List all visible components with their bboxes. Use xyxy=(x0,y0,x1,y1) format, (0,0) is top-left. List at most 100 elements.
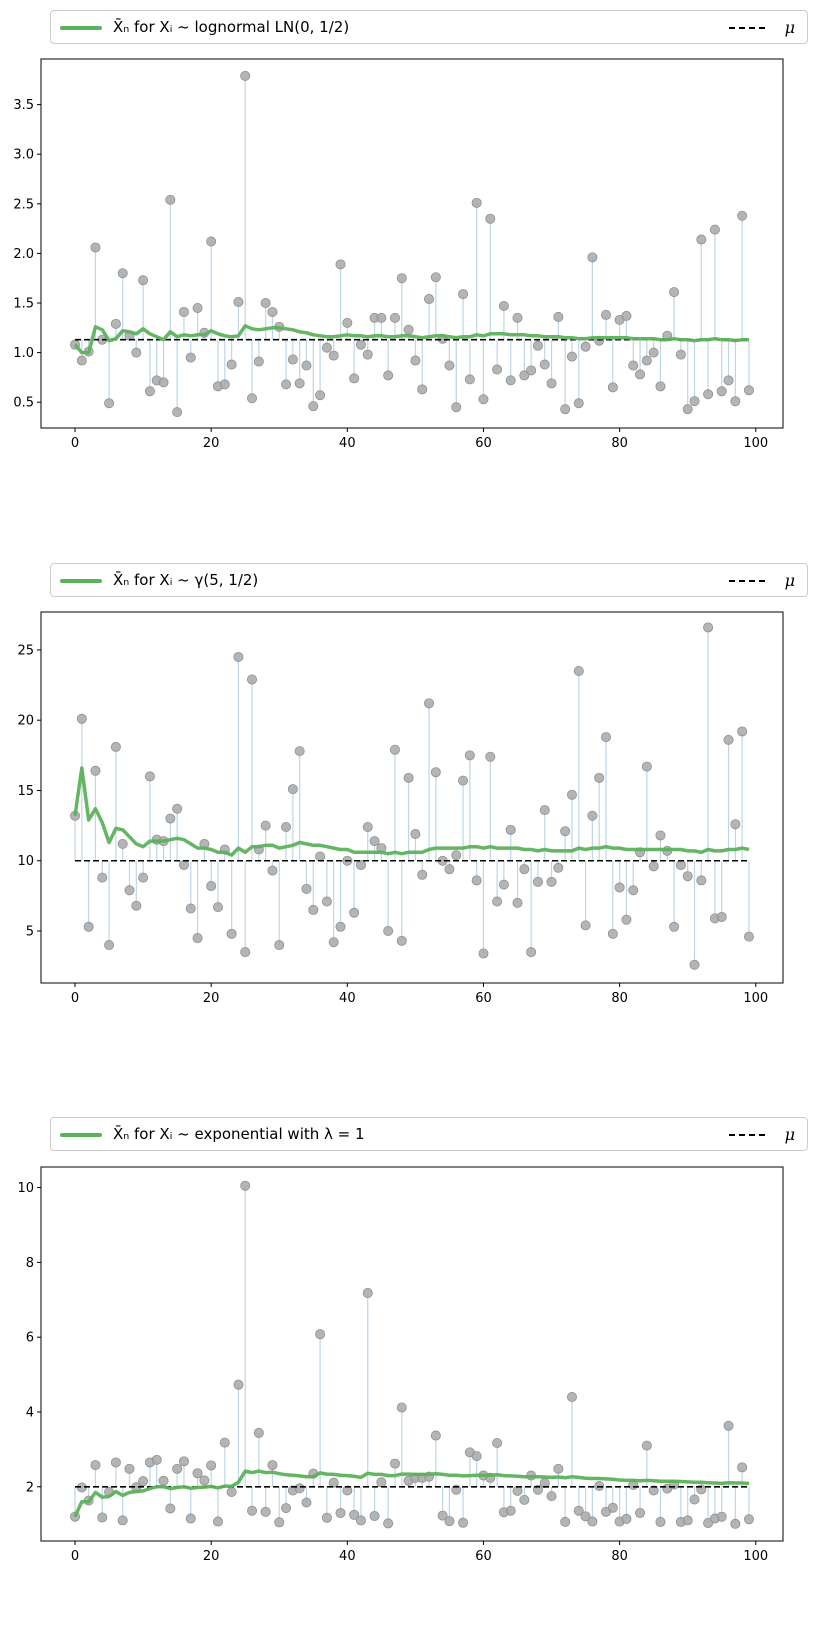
sample-point xyxy=(185,903,196,914)
sample-point xyxy=(178,859,189,870)
sample-point xyxy=(362,822,373,833)
sample-point xyxy=(519,370,530,381)
sample-point xyxy=(478,948,489,959)
sample-point xyxy=(328,1477,339,1488)
sample-point xyxy=(301,360,312,371)
sample-point xyxy=(553,862,564,873)
sample-point xyxy=(97,872,108,883)
sample-point xyxy=(83,921,94,932)
sample-point xyxy=(580,920,591,931)
sample-point xyxy=(464,374,475,385)
sample-point xyxy=(383,370,394,381)
sample-point xyxy=(682,871,693,882)
sample-point xyxy=(478,394,489,405)
sample-point xyxy=(321,896,332,907)
x-tick-label: 80 xyxy=(611,1549,628,1564)
sample-point xyxy=(274,1517,285,1528)
sample-point xyxy=(233,1379,244,1390)
sample-point xyxy=(737,210,748,221)
sample-point xyxy=(743,1514,754,1525)
sample-point xyxy=(587,1516,598,1527)
sample-point xyxy=(648,861,659,872)
sample-point xyxy=(505,375,516,386)
sample-point xyxy=(219,379,230,390)
sample-point xyxy=(247,393,258,404)
sample-point xyxy=(526,365,537,376)
legend-running-mean-label: X̄ₙ for Xᵢ ~ lognormal LN(0, 1/2) xyxy=(113,18,350,36)
sample-point xyxy=(546,876,557,887)
sample-point xyxy=(669,287,680,298)
running-mean-swatch xyxy=(60,1133,102,1137)
y-tick-label: 4 xyxy=(26,1405,34,1420)
sample-point xyxy=(730,819,741,830)
sample-point xyxy=(355,859,366,870)
y-tick-label: 10 xyxy=(17,854,34,869)
chart-lognormal: 0 20 40 60 80 100 0.5 1.0 1.5 2.0 2.5 3.0 3.5 xyxy=(13,58,784,451)
sample-point xyxy=(165,194,176,205)
x-tick-label: 20 xyxy=(203,436,220,451)
sample-point xyxy=(294,746,305,757)
sample-point xyxy=(301,1497,312,1508)
sample-point xyxy=(206,1460,217,1471)
running-mean-swatch xyxy=(60,579,102,583)
sample-point xyxy=(110,741,121,752)
mu-swatch xyxy=(729,27,765,29)
sample-point xyxy=(628,360,639,371)
y-tick-label: 15 xyxy=(17,784,34,799)
running-mean-line xyxy=(73,1469,750,1518)
sample-point xyxy=(444,360,455,371)
sample-point xyxy=(226,359,237,370)
sample-point xyxy=(485,751,496,762)
sample-point xyxy=(635,369,646,380)
legend-mu-label: μ xyxy=(784,571,795,590)
sample-point xyxy=(389,744,400,755)
sample-point xyxy=(655,830,666,841)
sample-point xyxy=(458,289,469,300)
x-tick-label: 100 xyxy=(743,436,768,451)
sample-point xyxy=(743,931,754,942)
sample-point xyxy=(110,1457,121,1468)
sample-point xyxy=(716,386,727,397)
x-tick-label: 60 xyxy=(475,436,492,451)
sample-point xyxy=(396,273,407,284)
sample-point xyxy=(546,1491,557,1502)
sample-point xyxy=(178,1456,189,1467)
y-tick-label: 3.5 xyxy=(13,98,34,113)
sample-point xyxy=(689,959,700,970)
sample-point xyxy=(492,896,503,907)
sample-point xyxy=(240,1180,251,1191)
panel-lognormal: X̄ₙ for Xᵢ ~ lognormal LN(0, 1/2) μ 0 20 4… xyxy=(0,0,826,460)
legend-running-mean-label: X̄ₙ for Xᵢ ~ γ(5, 1/2) xyxy=(113,571,259,589)
sample-point xyxy=(424,294,435,305)
sample-point xyxy=(328,350,339,361)
sample-point xyxy=(648,347,659,358)
sample-point xyxy=(281,1503,292,1514)
sample-point xyxy=(505,1505,516,1516)
sample-point xyxy=(138,275,149,286)
sample-point xyxy=(723,375,734,386)
sample-point xyxy=(396,1402,407,1413)
sample-point xyxy=(532,340,543,351)
sample-point xyxy=(560,826,571,837)
sample-point xyxy=(498,879,509,890)
sample-point xyxy=(185,1513,196,1524)
sample-point xyxy=(90,242,101,253)
sample-point xyxy=(444,1516,455,1527)
sample-point xyxy=(539,359,550,370)
sample-point xyxy=(131,900,142,911)
sample-point xyxy=(689,396,700,407)
plot-frame xyxy=(40,611,784,984)
sample-point xyxy=(369,836,380,847)
sample-point xyxy=(451,850,462,861)
legend: X̄ₙ for Xᵢ ~ lognormal LN(0, 1/2) μ xyxy=(50,10,808,44)
sample-point xyxy=(281,822,292,833)
sample-point xyxy=(730,396,741,407)
sample-point xyxy=(641,761,652,772)
y-tick-label: 1.5 xyxy=(13,297,34,312)
sample-point xyxy=(124,1463,135,1474)
sample-point xyxy=(492,1438,503,1449)
sample-point xyxy=(158,1475,169,1486)
sample-point xyxy=(396,935,407,946)
sample-point xyxy=(110,318,121,329)
y-tick-label: 2 xyxy=(26,1480,34,1495)
